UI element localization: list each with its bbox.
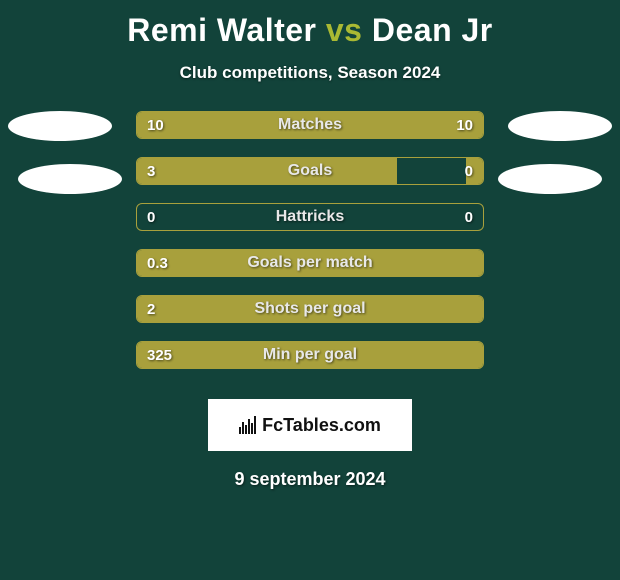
player1-avatar-top <box>8 111 112 141</box>
comparison-chart: 1010Matches 30Goals 0 0Hattricks 0.3Goals pe… <box>0 111 620 391</box>
player1-avatar-bottom <box>18 164 122 194</box>
bar-left <box>137 342 483 368</box>
page-title: Remi Walter vs Dean Jr <box>0 0 620 49</box>
stat-row: 0.3Goals per match <box>136 249 484 277</box>
subtitle: Club competitions, Season 2024 <box>0 63 620 83</box>
logo-text: FcTables.com <box>262 415 381 436</box>
bar-left <box>137 112 310 138</box>
bar-left <box>137 296 483 322</box>
date-text: 9 september 2024 <box>0 469 620 490</box>
stat-left-value: 0 <box>147 204 155 230</box>
stat-row: 1010Matches <box>136 111 484 139</box>
bar-left <box>137 158 397 184</box>
site-logo: FcTables.com <box>239 415 381 436</box>
vs-text: vs <box>326 12 363 48</box>
bar-right <box>310 112 483 138</box>
player1-name: Remi Walter <box>127 12 316 48</box>
stat-label: Hattricks <box>137 204 483 230</box>
stat-right-value: 0 <box>465 204 473 230</box>
chart-icon <box>239 416 256 434</box>
bar-left <box>137 250 483 276</box>
stat-row: 0 0Hattricks <box>136 203 484 231</box>
logo-box: FcTables.com <box>208 399 412 451</box>
stat-row: 30Goals <box>136 157 484 185</box>
player2-name: Dean Jr <box>372 12 493 48</box>
stat-rows: 1010Matches 30Goals 0 0Hattricks 0.3Goals pe… <box>136 111 484 387</box>
stat-row: 2Shots per goal <box>136 295 484 323</box>
player2-avatar-top <box>508 111 612 141</box>
player2-avatar-bottom <box>498 164 602 194</box>
bar-right <box>466 158 483 184</box>
stat-row: 325Min per goal <box>136 341 484 369</box>
